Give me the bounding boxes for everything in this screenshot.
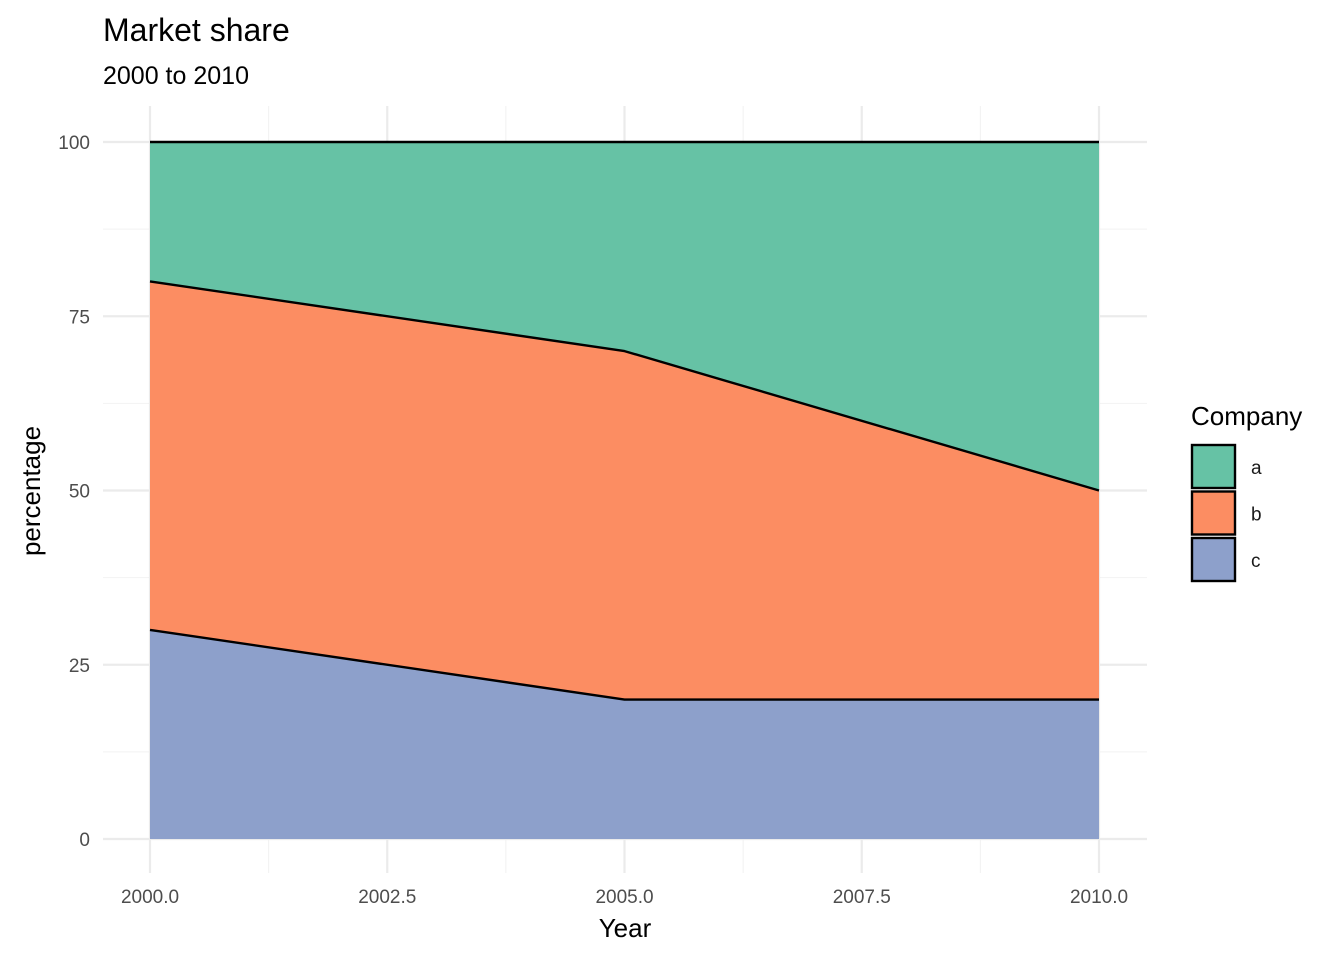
legend-label-a: a — [1251, 458, 1262, 479]
x-tick-label: 2002.5 — [358, 887, 416, 908]
y-tick-label: 100 — [58, 133, 90, 154]
x-tick-label: 2005.0 — [595, 887, 653, 908]
legend-swatch-b — [1190, 490, 1237, 536]
y-axis-title: percentage — [16, 426, 46, 556]
area-series-b — [150, 281, 1099, 700]
x-tick-label: 2010.0 — [1070, 887, 1128, 908]
y-tick-label: 50 — [69, 482, 90, 503]
x-tick-label: 2000.0 — [121, 887, 179, 908]
area-boundaries — [149, 140, 1100, 701]
chart-subtitle: 2000 to 2010 — [103, 62, 249, 90]
legend-label-c: c — [1251, 551, 1261, 572]
chart-title: Market share — [103, 12, 290, 48]
legend: Company a b c — [1190, 401, 1302, 583]
x-tick-label: 2007.5 — [833, 887, 891, 908]
area-series-a — [150, 142, 1099, 491]
legend-swatch-c — [1190, 536, 1237, 583]
y-axis-ticks: 0 25 50 75 100 — [58, 133, 90, 851]
x-axis-title: Year — [599, 913, 652, 943]
legend-label-b: b — [1251, 505, 1262, 526]
x-axis-ticks: 2000.0 2002.5 2005.0 2007.5 2010.0 — [121, 887, 1128, 908]
area-series-c — [150, 629, 1099, 839]
y-tick-label: 75 — [69, 307, 90, 328]
area-layers — [150, 142, 1099, 839]
y-tick-label: 0 — [79, 830, 90, 851]
legend-title: Company — [1191, 401, 1302, 431]
y-tick-label: 25 — [69, 656, 90, 677]
boundary-line-series-b — [149, 280, 1100, 492]
legend-swatch-a — [1190, 443, 1237, 490]
boundary-line-series-c — [149, 628, 1099, 701]
